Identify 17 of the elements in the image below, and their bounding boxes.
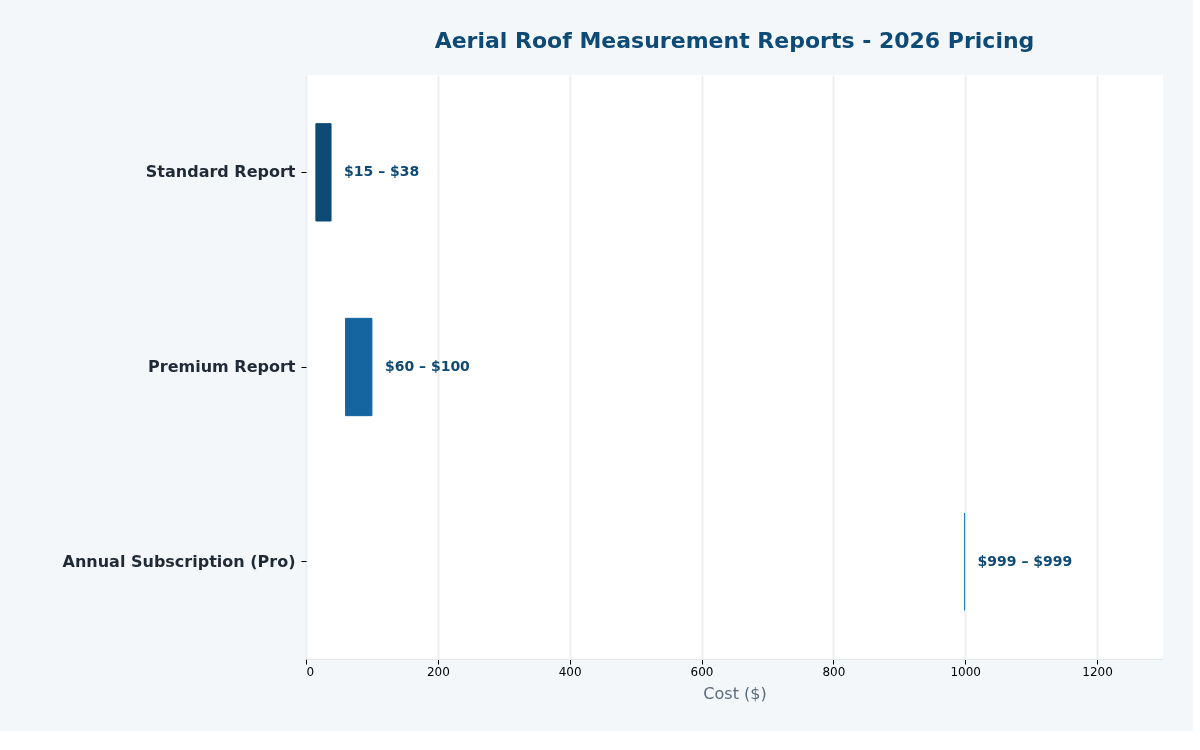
x-tick-label: 1000 — [950, 664, 981, 679]
x-tick-label: 400 — [558, 664, 582, 679]
x-tick-label: 200 — [426, 664, 450, 679]
x-tick-label: 600 — [690, 664, 714, 679]
y-tick-label: Premium Report — [148, 357, 296, 376]
bar — [345, 317, 373, 417]
bar — [315, 123, 332, 222]
chart-title: Aerial Roof Measurement Reports - 2026 Pricing — [434, 28, 1035, 53]
x-tick-label: 1200 — [1082, 664, 1113, 679]
y-tick-label: Annual Subscription (Pro) — [62, 551, 296, 571]
y-tick-label: Standard Report — [145, 162, 296, 182]
x-tick-label: 800 — [822, 664, 846, 679]
x-tick-label: 0 — [306, 664, 315, 679]
annotation: $60 – $100 — [384, 358, 471, 374]
annotation: $999 – $999 — [977, 552, 1073, 569]
x-axis-title: Cost ($) — [703, 683, 767, 703]
annotation: $15 – $38 — [344, 163, 420, 180]
